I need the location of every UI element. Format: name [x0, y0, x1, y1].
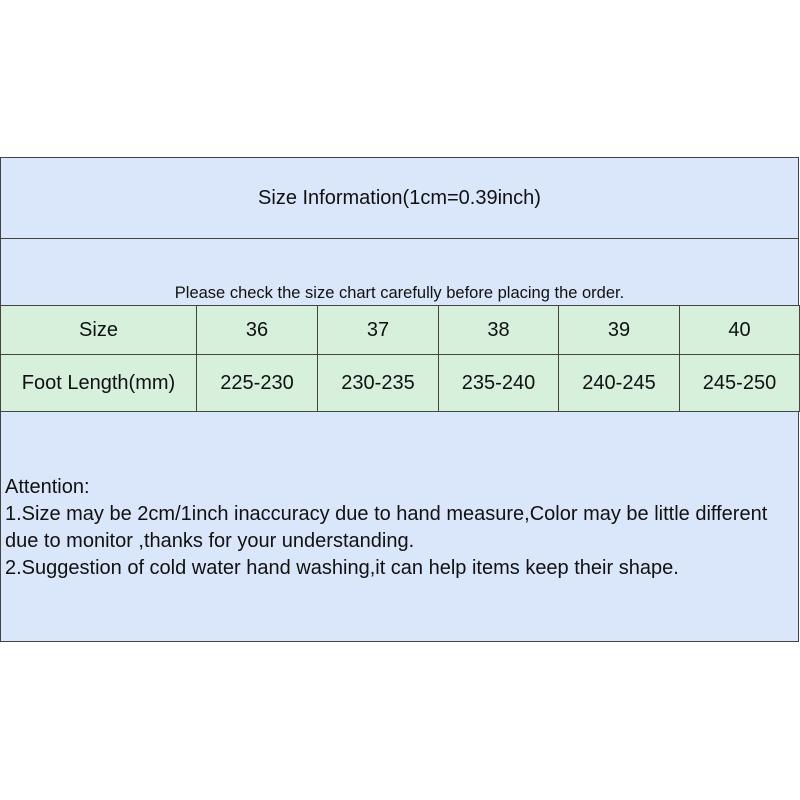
foot-length-cell: 225-230 — [196, 354, 318, 412]
size-cell: 39 — [558, 305, 680, 355]
foot-length-cell: 235-240 — [438, 354, 559, 412]
size-cell: 38 — [438, 305, 559, 355]
size-table: Size 36 37 38 39 40 Foot Length(mm) 225-… — [0, 305, 800, 412]
row-label-foot-length: Foot Length(mm) — [0, 354, 197, 412]
attention-line-2: 2.Suggestion of cold water hand washing,… — [5, 557, 679, 579]
foot-length-cell: 240-245 — [558, 354, 680, 412]
size-info-title: Size Information(1cm=0.39inch) — [0, 157, 799, 239]
attention-notes: Attention: 1.Size may be 2cm/1inch inacc… — [0, 411, 799, 642]
foot-length-cell: 245-250 — [679, 354, 800, 412]
size-chart-instruction: Please check the size chart carefully be… — [0, 238, 799, 306]
size-cell: 37 — [317, 305, 439, 355]
size-cell: 40 — [679, 305, 800, 355]
size-cell: 36 — [196, 305, 318, 355]
attention-line-1: 1.Size may be 2cm/1inch inaccuracy due t… — [5, 503, 773, 552]
attention-heading: Attention: — [5, 476, 90, 498]
foot-length-cell: 230-235 — [317, 354, 439, 412]
row-label-size: Size — [0, 305, 197, 355]
